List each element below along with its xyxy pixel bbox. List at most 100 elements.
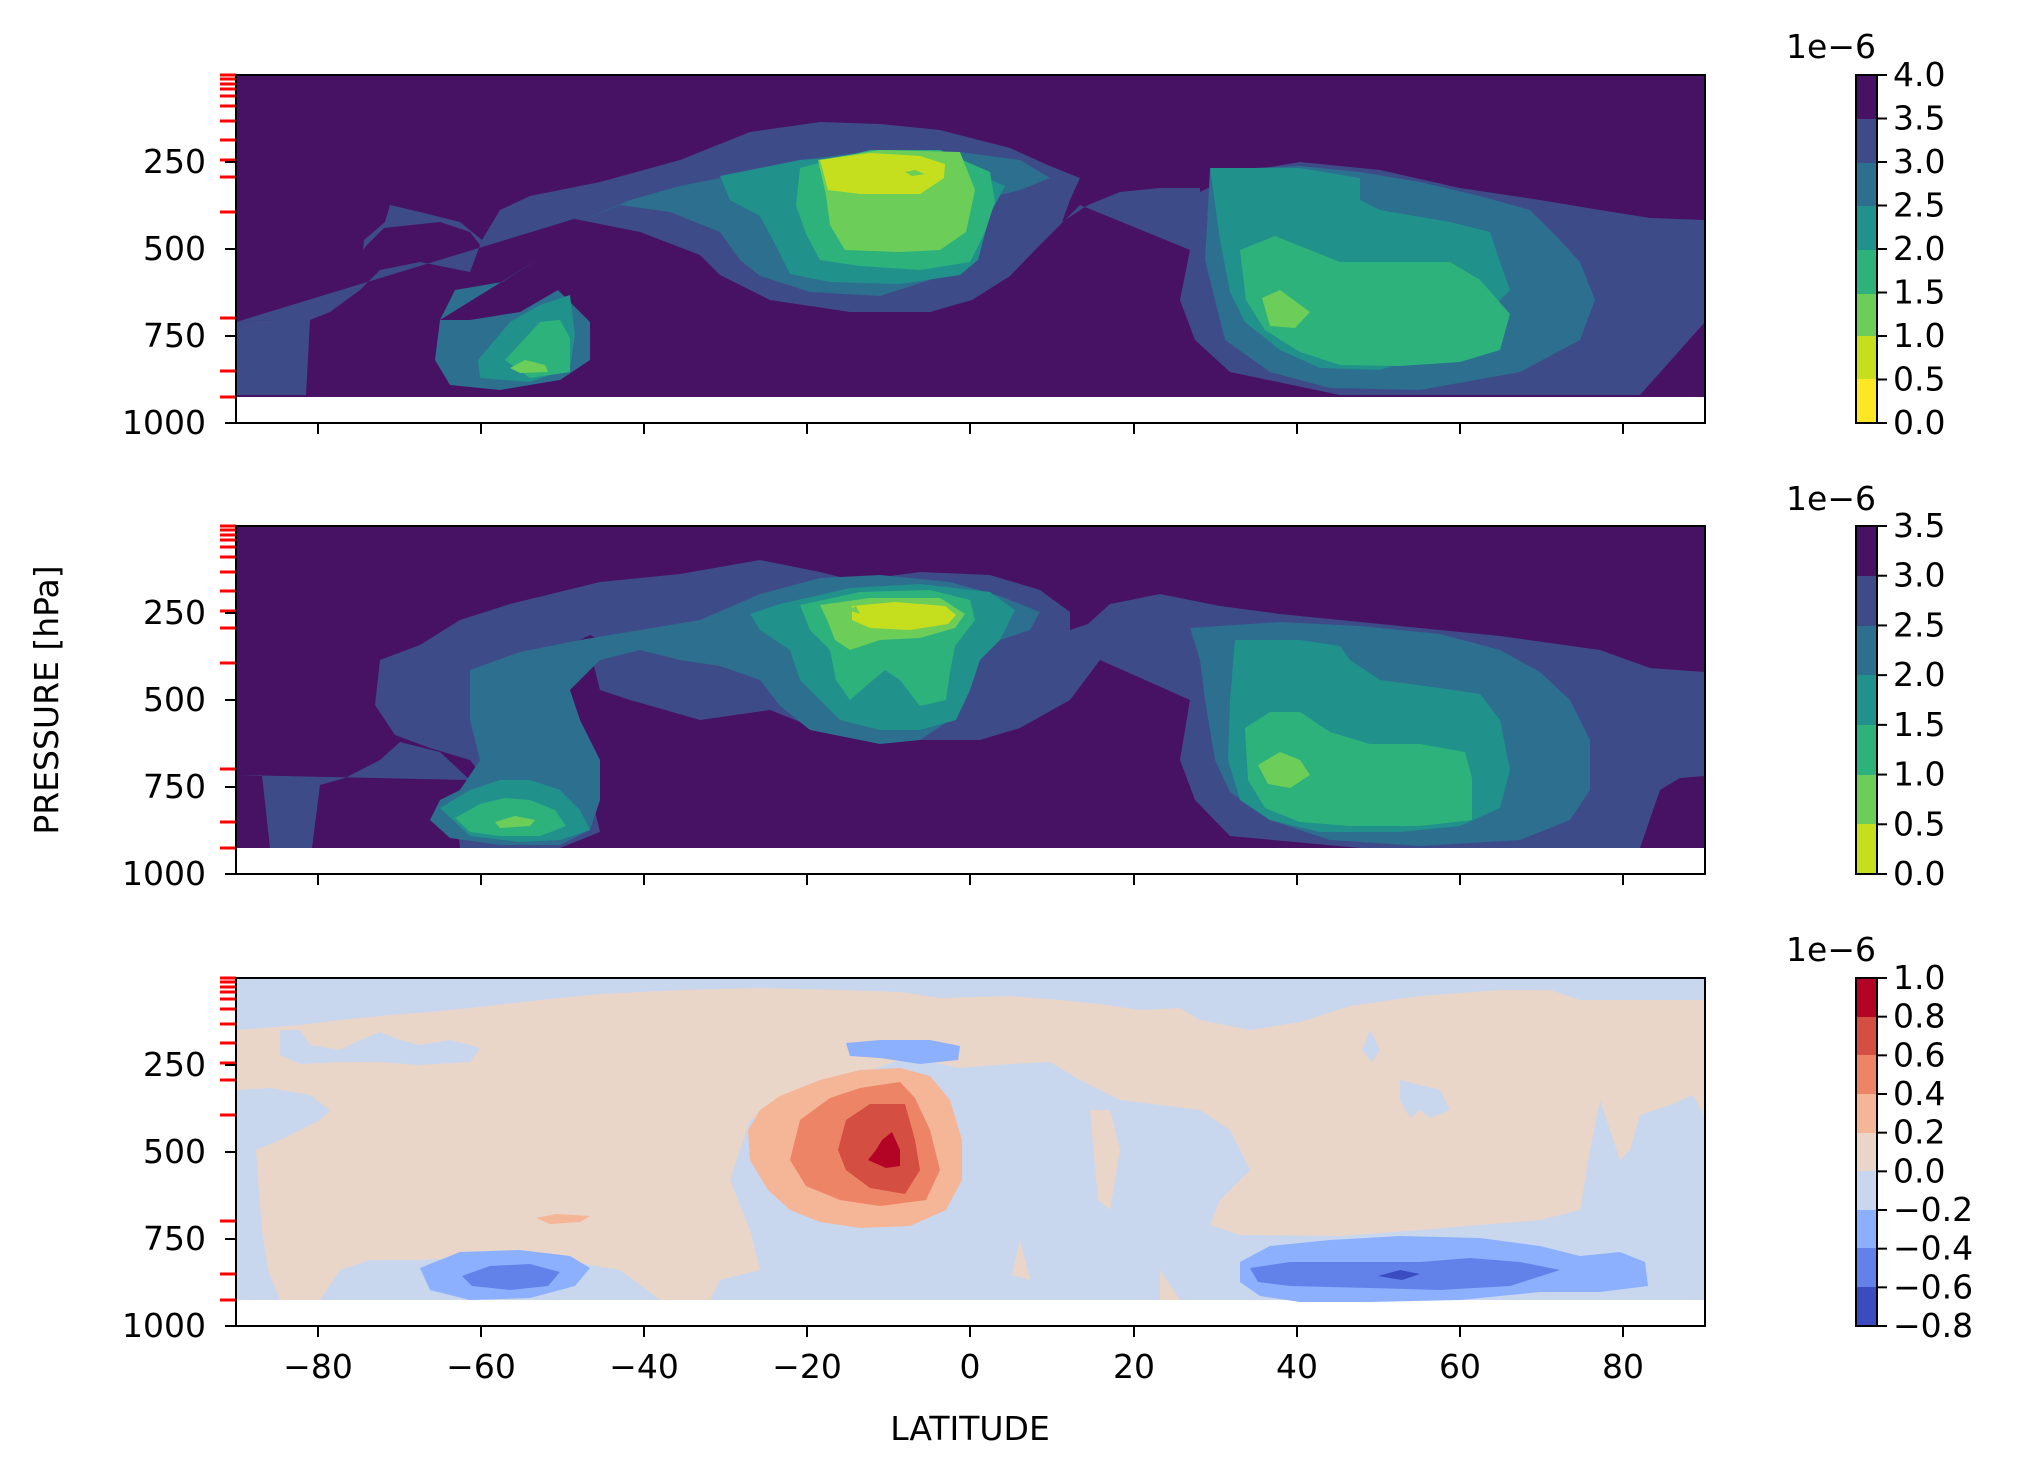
- y-tick-label: 500: [143, 680, 206, 719]
- colorbar-band: [1856, 626, 1877, 675]
- colorbar-band: [1856, 526, 1877, 576]
- colorbar-tick-label: 0.2: [1893, 1113, 1945, 1152]
- colorbar-bottom-offset: 1e−6: [1786, 930, 1876, 969]
- colorbar-band: [1856, 163, 1877, 206]
- contour-fill: [236, 526, 1705, 874]
- x-axis-label: LATITUDE: [890, 1409, 1050, 1448]
- panel-top-y-tick-labels: 250 500 750 1000: [122, 142, 206, 442]
- colorbar-tick-label: 3.5: [1893, 99, 1945, 138]
- colorbar-top-offset: 1e−6: [1786, 27, 1876, 66]
- panel-middle-x-ticks: [317, 874, 1624, 885]
- colorbar-band: [1856, 824, 1877, 874]
- colorbar-tick-label: 1.5: [1893, 273, 1945, 312]
- panel-middle-y-axis: [225, 612, 236, 875]
- panel-top-pressure-markers: [220, 73, 236, 399]
- colorbar-tick-label: 0.0: [1893, 403, 1945, 442]
- colorbar-band: [1856, 75, 1877, 119]
- panel-bottom-pressure-markers: [220, 976, 236, 1302]
- x-tick-label: 20: [1113, 1347, 1155, 1386]
- colorbar-band: [1856, 1017, 1877, 1055]
- x-tick-label: 60: [1439, 1347, 1481, 1386]
- panel-bottom-x-tick-labels: −80 −60 −40 −20 0 20 40 60 80: [283, 1347, 1644, 1386]
- contour-fill: [236, 978, 1705, 1326]
- x-tick-label: −60: [446, 1347, 516, 1386]
- colorbar-tick-label: 0.0: [1893, 1151, 1945, 1190]
- colorbar-bottom: [1856, 978, 1877, 1326]
- x-tick-label: −40: [609, 1347, 679, 1386]
- colorbar-tick-label: 0.5: [1893, 804, 1945, 843]
- colorbar-tick-label: −0.8: [1893, 1306, 1973, 1345]
- panel-middle-pressure-markers: [220, 524, 236, 850]
- colorbar-band: [1856, 206, 1877, 250]
- colorbar-band: [1856, 1248, 1877, 1287]
- colorbar-top: [1856, 75, 1877, 423]
- colorbar-ticks: [1877, 74, 1887, 1327]
- colorbar-band: [1856, 675, 1877, 725]
- x-tick-label: 80: [1602, 1347, 1644, 1386]
- colorbar-band: [1856, 775, 1877, 824]
- colorbar-band: [1856, 119, 1877, 163]
- colorbar-band: [1856, 1094, 1877, 1133]
- x-tick-label: −80: [283, 1347, 353, 1386]
- y-tick-label: 250: [143, 142, 206, 181]
- panel-bottom-y-tick-labels: 250 500 750 1000: [122, 1045, 206, 1345]
- y-tick-label: 1000: [122, 854, 206, 893]
- x-tick-label: 40: [1276, 1347, 1318, 1386]
- colorbar-tick-label: 2.0: [1893, 229, 1945, 268]
- x-tick-label: 0: [960, 1347, 981, 1386]
- colorbar-band: [1856, 336, 1877, 379]
- panel-middle-y-tick-labels: 250 500 750 1000: [122, 593, 206, 893]
- colorbar-middle: [1856, 526, 1877, 874]
- y-tick-label: 500: [143, 1132, 206, 1171]
- y-axis-label: PRESSURE [hPa]: [27, 565, 66, 834]
- colorbar-tick-labels: 0.0 0.5 1.0 1.5 2.0 2.5 3.0 3.5 4.0 0.0 0.5 1.0 1.5 2…: [1893, 55, 1973, 1345]
- colorbar-tick-label: 0.8: [1893, 997, 1945, 1036]
- y-tick-label: 750: [143, 767, 206, 806]
- colorbar-tick-label: 2.0: [1893, 655, 1945, 694]
- contour-fill: [236, 75, 1705, 423]
- colorbar-tick-label: 0.6: [1893, 1035, 1945, 1074]
- colorbar-tick-label: 1.5: [1893, 705, 1945, 744]
- colorbar-tick-label: 1.0: [1893, 958, 1945, 997]
- colorbar-tick-label: −0.4: [1893, 1229, 1973, 1268]
- colorbar-tick-label: −0.6: [1893, 1267, 1973, 1306]
- colorbar-tick-label: 0.4: [1893, 1074, 1945, 1113]
- colorbar-tick-label: 1.0: [1893, 755, 1945, 794]
- colorbar-tick-label: −0.2: [1893, 1190, 1973, 1229]
- panel-bottom-x-ticks: [317, 1326, 1624, 1337]
- panel-top-y-axis: [225, 161, 236, 424]
- y-tick-label: 250: [143, 593, 206, 632]
- colorbar-tick-label: 0.5: [1893, 360, 1945, 399]
- panel-top-x-ticks: [317, 423, 1624, 434]
- colorbar-tick-label: 3.0: [1893, 556, 1945, 595]
- panel-middle: 250 500 750 1000: [122, 524, 1877, 893]
- colorbar-tick-label: 4.0: [1893, 55, 1945, 94]
- colorbar-band: [1856, 1055, 1877, 1094]
- colorbar-band: [1856, 1210, 1877, 1248]
- x-tick-label: −20: [772, 1347, 842, 1386]
- colorbar-middle-offset: 1e−6: [1786, 479, 1876, 518]
- colorbar-band: [1856, 978, 1877, 1017]
- colorbar-band: [1856, 250, 1877, 294]
- colorbar-tick-label: 3.5: [1893, 506, 1945, 545]
- panel-top: 250 500 750 1000: [122, 73, 1877, 442]
- colorbar-band: [1856, 1287, 1877, 1326]
- colorbar-band: [1856, 294, 1877, 336]
- colorbar-band: [1856, 725, 1877, 775]
- y-tick-label: 500: [143, 229, 206, 268]
- colorbar-band: [1856, 576, 1877, 626]
- colorbar-band: [1856, 379, 1877, 423]
- colorbar-tick-label: 2.5: [1893, 605, 1945, 644]
- colorbar-tick-label: 0.0: [1893, 854, 1945, 893]
- panel-bottom: 250 500 750 1000 −80 −60 −40 −20 0 20 40…: [122, 976, 1877, 1386]
- panel-bottom-y-axis: [225, 1064, 236, 1327]
- y-tick-label: 750: [143, 316, 206, 355]
- colorbar-tick-label: 1.0: [1893, 316, 1945, 355]
- y-tick-label: 1000: [122, 1306, 206, 1345]
- y-tick-label: 750: [143, 1219, 206, 1258]
- y-tick-label: 1000: [122, 403, 206, 442]
- colorbar-band: [1856, 1133, 1877, 1171]
- colorbar-tick-label: 2.5: [1893, 186, 1945, 225]
- colorbar-tick-label: 3.0: [1893, 142, 1945, 181]
